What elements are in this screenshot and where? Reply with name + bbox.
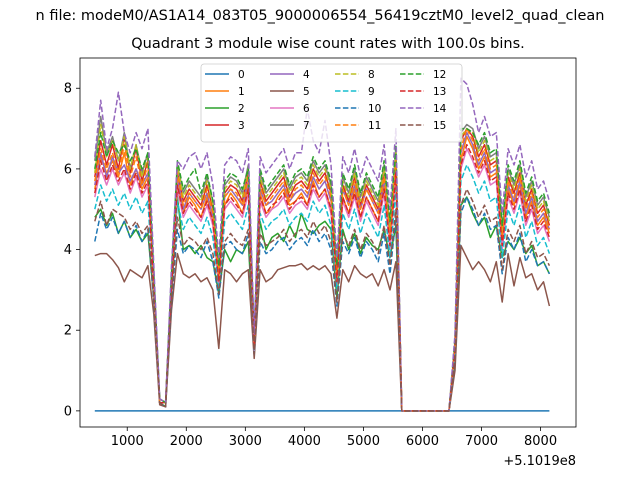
y-tick-label: 2 <box>64 324 72 339</box>
legend-label-1: 1 <box>238 86 245 98</box>
legend-label-9: 9 <box>368 86 375 98</box>
legend-label-10: 10 <box>368 103 381 115</box>
axes-layer: 1000 2000 3000 4000 5000 6000 7000 8000 0 2 4 6 8 +5.… <box>64 57 577 469</box>
legend-label-3: 3 <box>238 120 245 132</box>
y-tick-label: 8 <box>64 82 72 97</box>
x-tick-label: 6000 <box>406 434 439 449</box>
legend-label-7: 7 <box>303 120 310 132</box>
x-tick-label: 3000 <box>229 434 262 449</box>
legend-label-8: 8 <box>368 69 375 81</box>
y-tick-label: 6 <box>64 162 72 177</box>
plot-frame <box>79 57 577 428</box>
x-tick-label: 1000 <box>111 434 144 449</box>
chart-title: Quadrant 3 module wise count rates with … <box>131 36 525 52</box>
x-tick-label: 7000 <box>465 434 498 449</box>
series-line-13 <box>94 143 551 412</box>
x-tick-label: 4000 <box>288 434 321 449</box>
figure-suptitle: n file: modeM0/AS1A14_083T05_9000006554_… <box>35 8 605 24</box>
legend-label-6: 6 <box>303 103 310 115</box>
legend-label-15: 15 <box>433 120 446 132</box>
x-tick-label: 8000 <box>524 434 557 449</box>
legend-label-5: 5 <box>303 86 310 98</box>
y-tick-label: 4 <box>64 243 72 258</box>
legend-label-0: 0 <box>238 69 245 81</box>
legend-label-12: 12 <box>433 69 446 81</box>
x-tick-label: 5000 <box>347 434 380 449</box>
legend-frame <box>200 63 463 143</box>
legend-label-14: 14 <box>433 103 447 115</box>
y-tick-label: 0 <box>64 404 72 419</box>
legend-label-13: 13 <box>433 86 446 98</box>
legend-label-4: 4 <box>303 69 310 81</box>
legend-label-11: 11 <box>368 120 381 132</box>
series-line-4 <box>94 131 551 412</box>
x-tick-label: 2000 <box>170 434 203 449</box>
legend-label-2: 2 <box>238 103 245 115</box>
x-offset-label: +5.1019e8 <box>503 454 576 469</box>
series-line-15 <box>94 188 551 412</box>
series-line-5 <box>94 244 551 412</box>
series-line-9 <box>94 164 551 412</box>
